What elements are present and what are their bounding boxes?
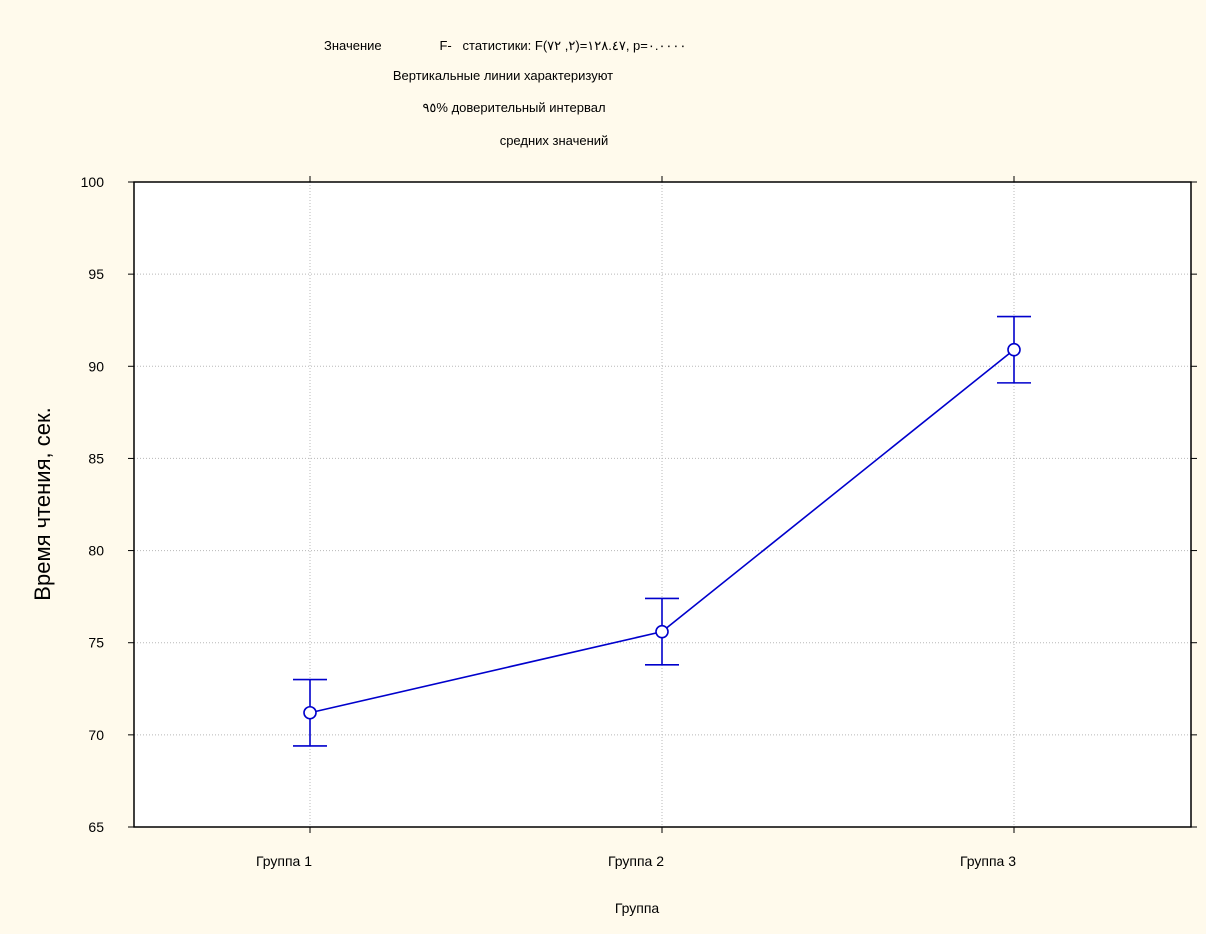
header-annotation-line: Вертикальные линии характеризуют [393, 68, 613, 83]
series-layer [293, 315, 1031, 747]
x-tick-label: Группа 1 [256, 853, 312, 869]
y-tick-label: 80 [88, 543, 104, 559]
text-layer: 65 70 75 80 85 90 95 100 Группа 1 Группа 2 Группа … [30, 38, 1016, 916]
plot-frame [133, 181, 1192, 828]
x-tick-label: Группа 2 [608, 853, 664, 869]
x-axis-label: Группа [615, 900, 660, 916]
y-tick-label: 70 [88, 727, 104, 743]
x-tick-label: Группа 3 [960, 853, 1016, 869]
header-annotation-line: средних значений [500, 133, 609, 148]
y-tick-label: 65 [88, 819, 104, 835]
data-point [303, 705, 317, 720]
y-tick-label: 95 [88, 266, 104, 282]
y-axis-label: Время чтения, сек. [30, 407, 55, 600]
axes [128, 176, 1197, 833]
data-point [1007, 342, 1021, 357]
y-tick-label: 75 [88, 635, 104, 651]
data-point [655, 624, 669, 639]
y-tick-label: 85 [88, 450, 104, 466]
header-annotation-line: Значение F- статистики: F(٢, ٧٢)=١٢٨.٤٧,… [324, 38, 686, 53]
y-tick-label: 90 [88, 358, 104, 374]
header-annotation-line: ٩٥% доверительный интервал [422, 100, 605, 115]
y-tick-label: 100 [81, 174, 105, 190]
